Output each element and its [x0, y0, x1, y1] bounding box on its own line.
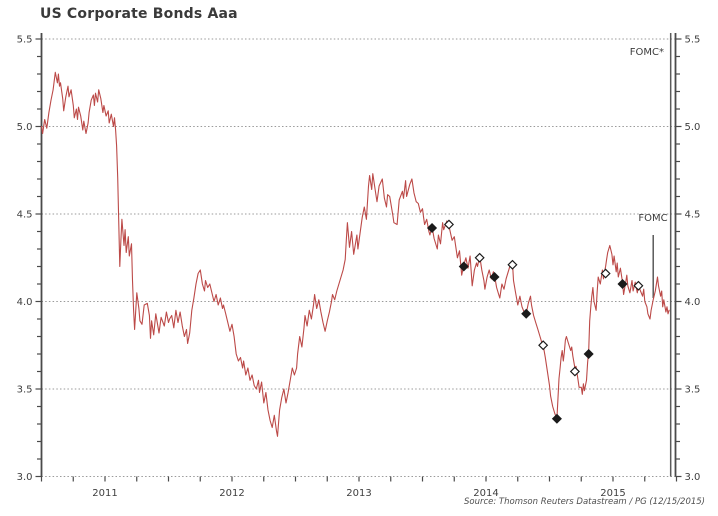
x-tick-label: 2013: [346, 488, 371, 499]
y-tick-label-left: 3.0: [17, 472, 33, 483]
y-tick-label-right: 3.0: [685, 472, 701, 483]
y-tick-label-right: 4.0: [685, 297, 701, 308]
fomc-marker-filled: [551, 413, 562, 424]
y-tick-label-right: 3.5: [685, 385, 701, 396]
chart-title: US Corporate Bonds Aaa: [40, 6, 238, 22]
fomc-marker-hollow: [538, 340, 549, 351]
fomc-marker-filled: [583, 348, 594, 360]
fomc-marker-filled: [521, 308, 532, 319]
fomc-marker-hollow: [474, 252, 485, 263]
x-tick-label: 2012: [219, 488, 244, 499]
y-tick-label-left: 4.5: [17, 210, 33, 221]
fomc-marker-hollow: [633, 280, 644, 291]
y-tick-label-left: 5.0: [17, 122, 33, 133]
fomc-marker-hollow: [443, 219, 455, 230]
y-tick-label-right: 5.0: [685, 122, 701, 133]
y-tick-label-left: 3.5: [17, 385, 33, 396]
fomc-marker-filled: [489, 271, 500, 283]
source-attribution: Source: Thomson Reuters Datastream / PG …: [463, 497, 705, 507]
fomc-marker-filled: [426, 222, 438, 234]
x-tick-label: 2011: [92, 488, 117, 499]
fomc-star-annotation: FOMC*: [629, 47, 664, 58]
y-tick-label-left: 4.0: [17, 297, 33, 308]
fomc-marker-hollow: [507, 259, 518, 270]
x-tick-label: 2014: [473, 488, 498, 499]
y-tick-label-right: 4.5: [685, 210, 701, 221]
fomc-marker-hollow: [569, 366, 580, 377]
yield-line: [40, 71, 670, 437]
fomc-marker-filled: [617, 278, 628, 290]
fomc-annotation: FOMC: [638, 213, 668, 224]
x-tick-label: 2015: [600, 488, 625, 499]
fomc-marker-filled: [458, 261, 469, 272]
y-tick-label-right: 5.5: [685, 35, 701, 46]
fomc-marker-hollow: [600, 268, 611, 279]
y-tick-label-left: 5.5: [17, 35, 33, 46]
